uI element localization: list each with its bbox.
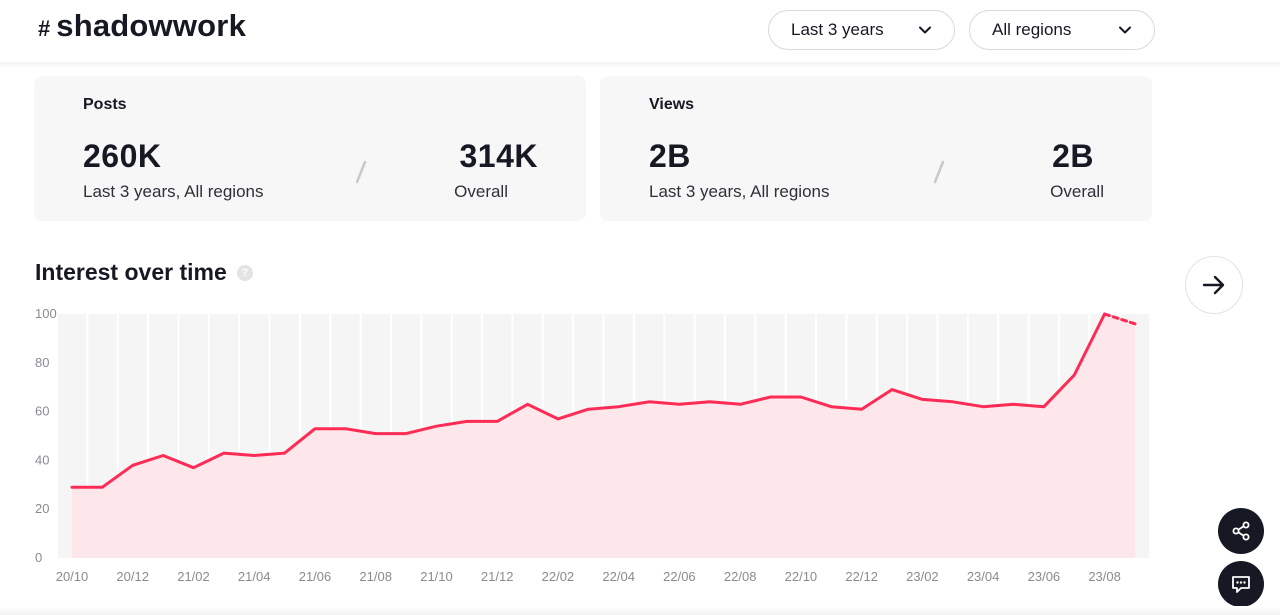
- interest-point-22/01: [526, 402, 530, 406]
- region-dropdown-label: All regions: [992, 20, 1072, 39]
- interest-point-23/01: [890, 388, 894, 392]
- posts-overall-value: 314K: [459, 138, 538, 174]
- interest-point-23/03: [951, 400, 955, 404]
- x-tick-label: 21/04: [238, 569, 271, 584]
- posts-period-caption: Last 3 years, All regions: [83, 182, 264, 201]
- interest-point-21/10: [435, 424, 439, 428]
- y-tick-label: 40: [35, 452, 49, 467]
- share-icon: [1232, 521, 1250, 541]
- views-period-caption: Last 3 years, All regions: [649, 182, 830, 201]
- views-period-value: 2B: [649, 138, 691, 174]
- interest-point-21/12: [495, 419, 499, 423]
- x-tick-label: 22/12: [845, 569, 878, 584]
- arrow-right-icon: [1202, 275, 1225, 295]
- chevron-down-icon: [919, 26, 931, 34]
- views-overall-caption: Overall: [1050, 182, 1104, 201]
- slash-divider-icon: [933, 160, 945, 184]
- x-tick-label: 21/12: [481, 569, 514, 584]
- y-tick-label: 0: [35, 550, 42, 565]
- interest-point-23/04: [981, 405, 985, 409]
- x-tick-label: 23/04: [967, 569, 1000, 584]
- interest-point-22/08: [738, 402, 742, 406]
- interest-chart: 0 20 40 60 80 100 20/10 20/12 21/02 21/04 21/06 21/…: [35, 306, 1149, 584]
- x-tick-label: 22/06: [663, 569, 696, 584]
- x-tick-label: 23/06: [1028, 569, 1061, 584]
- x-tick-label: 20/10: [56, 569, 89, 584]
- x-tick-label: 21/10: [420, 569, 453, 584]
- x-tick-label: 23/08: [1088, 569, 1121, 584]
- interest-point-20/10: [70, 485, 74, 489]
- interest-point-22/06: [677, 402, 681, 406]
- chevron-down-icon: [1119, 26, 1131, 34]
- slash-divider-icon: [355, 160, 367, 184]
- interest-point-22/03: [586, 407, 590, 411]
- hash-icon: #: [38, 16, 51, 41]
- page-bottom-edge: [0, 606, 1280, 615]
- region-dropdown[interactable]: All regions: [969, 10, 1155, 50]
- interest-point-21/08: [374, 432, 378, 436]
- x-tick-label: 20/12: [116, 569, 149, 584]
- interest-point-23/08: [1103, 312, 1107, 316]
- period-dropdown[interactable]: Last 3 years: [768, 10, 955, 50]
- interest-point-20/11: [100, 485, 104, 489]
- interest-point-22/10: [799, 395, 803, 399]
- views-label: Views: [649, 96, 695, 113]
- interest-point-23/05: [1012, 402, 1016, 406]
- interest-section-title: Interest over time ?: [35, 259, 253, 286]
- interest-line-projection: [1103, 312, 1137, 326]
- interest-point-21/01: [161, 454, 165, 458]
- x-tick-label: 22/08: [724, 569, 757, 584]
- x-tick-label: 21/08: [359, 569, 392, 584]
- interest-point-22/04: [617, 405, 621, 409]
- next-button[interactable]: [1185, 256, 1243, 314]
- hashtag-name: shadowwork: [56, 8, 247, 43]
- x-tick-label: 22/04: [602, 569, 635, 584]
- x-tick-label: 22/10: [785, 569, 818, 584]
- interest-point-21/02: [192, 466, 196, 470]
- chat-button[interactable]: [1218, 561, 1264, 607]
- interest-point-22/07: [708, 400, 712, 404]
- posts-period-value: 260K: [83, 138, 162, 174]
- interest-point-21/05: [283, 451, 287, 455]
- x-tick-label: 22/02: [542, 569, 575, 584]
- posts-card: Posts 260K Last 3 years, All regions 314…: [34, 76, 586, 221]
- interest-point-21/09: [404, 432, 408, 436]
- y-tick-label: 20: [35, 501, 49, 516]
- interest-point-23/06: [1042, 405, 1046, 409]
- page-title: # shadowwork: [38, 8, 246, 48]
- interest-point-22/11: [829, 405, 833, 409]
- interest-title-text: Interest over time: [35, 259, 227, 285]
- views-card: Views 2B Last 3 years, All regions 2B Ov…: [600, 76, 1152, 221]
- x-tick-label: 21/06: [299, 569, 332, 584]
- views-overall-value: 2B: [1052, 138, 1094, 174]
- interest-point-23/07: [1072, 373, 1076, 377]
- interest-point-22/05: [647, 400, 651, 404]
- chat-icon: [1232, 576, 1250, 593]
- x-tick-label: 23/02: [906, 569, 939, 584]
- interest-point-21/03: [222, 451, 226, 455]
- interest-point-23/09: [1133, 322, 1137, 326]
- y-tick-label: 60: [35, 404, 49, 419]
- interest-area: [72, 314, 1135, 558]
- interest-point-22/12: [860, 407, 864, 411]
- interest-point-21/04: [252, 454, 256, 458]
- posts-label: Posts: [83, 96, 127, 113]
- y-tick-label: 100: [35, 306, 57, 321]
- interest-point-22/02: [556, 417, 560, 421]
- interest-point-22/09: [769, 395, 773, 399]
- interest-point-21/07: [343, 427, 347, 431]
- interest-line: [70, 312, 1107, 489]
- period-dropdown-label: Last 3 years: [791, 20, 884, 39]
- interest-point-20/12: [131, 463, 135, 467]
- top-bar: # shadowwork Last 3 years All regions: [0, 0, 1280, 62]
- x-tick-label: 21/02: [177, 569, 210, 584]
- y-tick-label: 80: [35, 355, 49, 370]
- help-icon[interactable]: ?: [236, 264, 253, 281]
- share-button[interactable]: [1218, 508, 1264, 554]
- interest-point-21/11: [465, 419, 469, 423]
- interest-point-21/06: [313, 427, 317, 431]
- posts-overall-caption: Overall: [454, 182, 508, 201]
- interest-point-23/02: [920, 397, 924, 401]
